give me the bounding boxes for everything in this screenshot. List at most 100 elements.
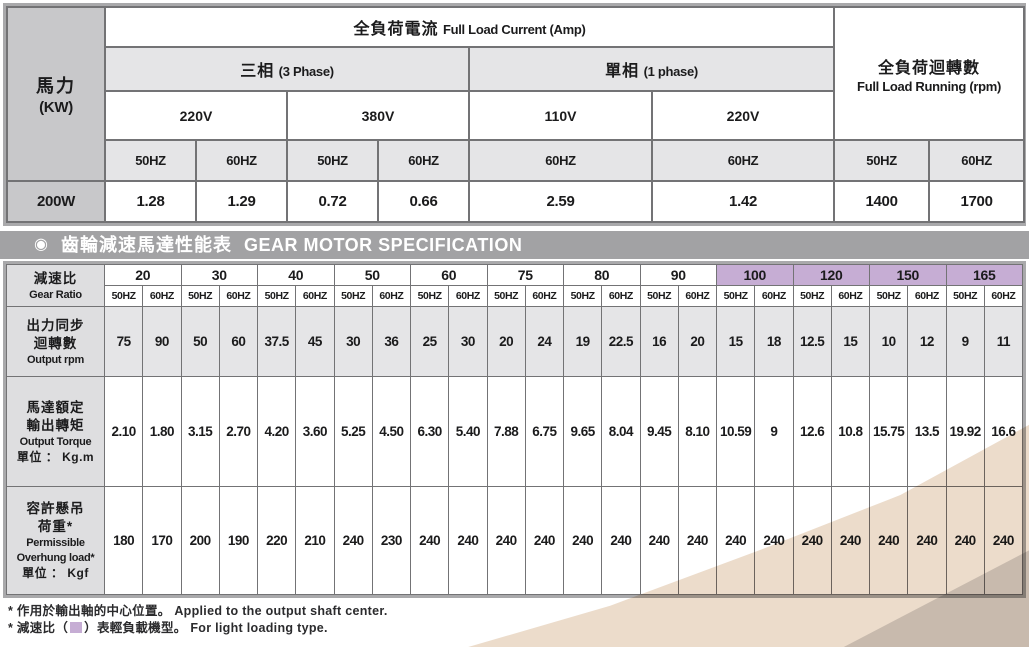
footnote2-en: For light loading type. bbox=[190, 621, 328, 635]
row-overhung-cell: 240 bbox=[486, 486, 526, 595]
full-load-running-en: Full Load Running (rpm) bbox=[857, 78, 1002, 94]
row-rpm-cell: 25 bbox=[409, 306, 450, 377]
current-value-cell: 0.72 bbox=[286, 180, 379, 223]
purple-swatch-icon bbox=[70, 622, 83, 633]
label-line: Overhung load* bbox=[16, 552, 95, 564]
current-value-cell: 0.66 bbox=[377, 180, 470, 223]
row-rpm-cell: 19 bbox=[562, 306, 603, 377]
row-torque-cell: 2.70 bbox=[218, 376, 259, 487]
row-overhung-cell: 240 bbox=[754, 486, 794, 595]
gear-ratio-90: 90 bbox=[639, 264, 717, 286]
row-overhung-cell: 240 bbox=[677, 486, 718, 595]
row-overhung-cell: 240 bbox=[907, 486, 947, 595]
hz-header: 60HZ bbox=[195, 139, 288, 182]
label-line: 荷重* bbox=[37, 519, 74, 534]
hz-subheader: 60HZ bbox=[142, 285, 182, 307]
label-line: 容許懸吊 bbox=[26, 501, 85, 516]
row-rpm-cell: 11 bbox=[983, 306, 1024, 377]
three-phase-header: 三相 (3 Phase) bbox=[104, 46, 470, 92]
row-rpm-cell: 37.5 bbox=[256, 306, 297, 377]
voltage-380v-3ph: 380V bbox=[286, 90, 470, 141]
label-line: 迴轉數 bbox=[33, 335, 78, 351]
label-line: Output Torque bbox=[19, 435, 92, 448]
hz-subheader: 60HZ bbox=[830, 285, 871, 307]
row-rpm-cell: 30 bbox=[333, 306, 373, 377]
gear-ratio-60: 60 bbox=[410, 264, 488, 286]
power-header-cell: 馬力 (KW) bbox=[6, 6, 106, 182]
row-rpm-cell: 45 bbox=[295, 306, 335, 377]
row-torque-cell: 13.5 bbox=[907, 376, 947, 487]
hz-subheader: 50HZ bbox=[868, 285, 909, 307]
row-overhung-cell: 240 bbox=[333, 486, 373, 595]
row-rpm-cell: 10 bbox=[868, 306, 909, 377]
row-torque-cell: 10.59 bbox=[715, 376, 756, 487]
row-rpm-cell: 12.5 bbox=[792, 306, 832, 377]
footnote-shaft-center: * 作用於輸出軸的中心位置。 Applied to the output sha… bbox=[8, 603, 1029, 620]
hz-subheader: 50HZ bbox=[945, 285, 985, 307]
row-overhung-cell: 240 bbox=[562, 486, 603, 595]
label-line: 單位 ： Kg.m bbox=[16, 449, 95, 464]
hz-subheader: 50HZ bbox=[333, 285, 373, 307]
hz-subheader: 60HZ bbox=[754, 285, 794, 307]
row-rpm-cell: 36 bbox=[371, 306, 412, 377]
row-torque-cell: 2.10 bbox=[103, 376, 144, 487]
row-torque-cell: 8.10 bbox=[677, 376, 718, 487]
gear-ratio-en: Gear Ratio bbox=[29, 288, 82, 301]
row-torque-cell: 15.75 bbox=[868, 376, 909, 487]
row-overhung-cell: 240 bbox=[945, 486, 985, 595]
row-rpm-cell: 15 bbox=[830, 306, 871, 377]
gear-ratio-165: 165 bbox=[945, 264, 1023, 286]
row-torque-cell: 7.88 bbox=[486, 376, 526, 487]
hz-subheader: 60HZ bbox=[371, 285, 412, 307]
row-torque-label: 馬達額定 輸出轉矩 Output Torque 單位 ： Kg.m bbox=[6, 376, 105, 487]
row-torque-cell: 5.25 bbox=[333, 376, 373, 487]
row-torque-cell: 5.40 bbox=[448, 376, 488, 487]
full-load-current-en: Full Load Current (Amp) bbox=[442, 22, 586, 37]
gear-ratio-header-cell: 減速比 Gear Ratio bbox=[6, 264, 105, 307]
label-line: 出力同步 bbox=[26, 317, 85, 333]
gear-ratio-120: 120 bbox=[792, 264, 870, 286]
hz-subheader: 50HZ bbox=[256, 285, 297, 307]
row-overhung-cell: 240 bbox=[983, 486, 1024, 595]
three-phase-en: (3 Phase) bbox=[278, 64, 334, 79]
label-line: 輸出轉矩 bbox=[26, 417, 85, 433]
row-overhung-cell: 240 bbox=[601, 486, 641, 595]
row-rpm-cell: 24 bbox=[524, 306, 565, 377]
rpm-value-cell: 1700 bbox=[928, 180, 1026, 223]
row-rpm-cell: 75 bbox=[103, 306, 144, 377]
row-rpm-cell: 60 bbox=[218, 306, 259, 377]
rpm-value-cell: 1400 bbox=[833, 180, 931, 223]
hz-subheader: 50HZ bbox=[639, 285, 679, 307]
row-torque-cell: 9.65 bbox=[562, 376, 603, 487]
row-rpm-cell: 9 bbox=[945, 306, 985, 377]
hz-header: 60HZ bbox=[928, 139, 1026, 182]
row-overhung-cell: 220 bbox=[256, 486, 297, 595]
gear-ratio-100: 100 bbox=[716, 264, 794, 286]
row-overhung-cell: 240 bbox=[448, 486, 488, 595]
power-header-en: (KW) bbox=[39, 99, 73, 116]
row-rpm-cell: 90 bbox=[142, 306, 182, 377]
hz-subheader: 60HZ bbox=[218, 285, 259, 307]
row-torque-cell: 12.6 bbox=[792, 376, 832, 487]
hz-subheader: 60HZ bbox=[601, 285, 641, 307]
row-overhung-cell: 240 bbox=[524, 486, 565, 595]
row-overhung-cell: 240 bbox=[830, 486, 871, 595]
current-value-cell: 1.29 bbox=[195, 180, 288, 223]
row-rpm-cell: 15 bbox=[715, 306, 756, 377]
label-line: 單位 ： Kgf bbox=[22, 566, 89, 580]
row-rpm-label: 出力同步 迴轉數 Output rpm bbox=[6, 306, 105, 377]
row-rpm-cell: 50 bbox=[180, 306, 220, 377]
row-overhung-cell: 170 bbox=[142, 486, 182, 595]
hz-subheader: 60HZ bbox=[524, 285, 565, 307]
hz-subheader: 50HZ bbox=[180, 285, 220, 307]
full-load-running-zh: 全負荷迴轉數 bbox=[878, 59, 981, 77]
single-phase-en: (1 phase) bbox=[643, 64, 699, 79]
row-torque-cell: 10.8 bbox=[830, 376, 871, 487]
row-rpm-cell: 16 bbox=[639, 306, 679, 377]
row-overhung-cell: 240 bbox=[868, 486, 909, 595]
gear-table-frame: 減速比 Gear Ratio 20 30 40 50 60 75 80 90 100 120 150… bbox=[3, 261, 1026, 598]
hz-header: 50HZ bbox=[833, 139, 931, 182]
power-header-zh: 馬力 bbox=[36, 76, 76, 96]
single-phase-zh: 單相 bbox=[605, 63, 640, 80]
row-overhung-cell: 240 bbox=[639, 486, 679, 595]
